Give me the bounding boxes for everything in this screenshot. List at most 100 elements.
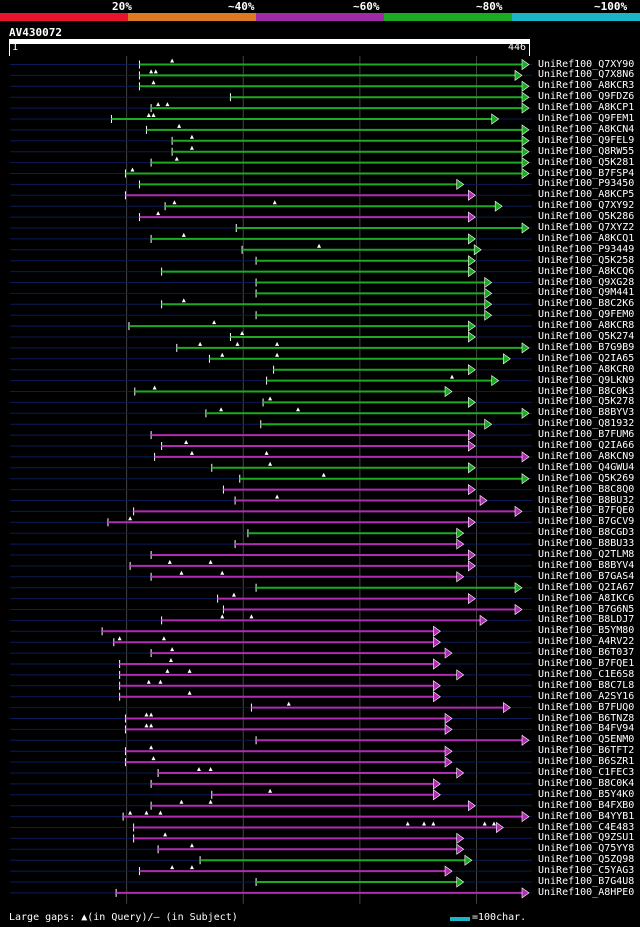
- hit-label[interactable]: UniRef100_B7G9B9: [538, 341, 635, 353]
- hit-label[interactable]: UniRef100_Q8RW55: [538, 145, 635, 157]
- hit-label[interactable]: UniRef100_B7FUM6: [538, 429, 635, 441]
- hit-label[interactable]: UniRef100_A8KCN9: [538, 450, 635, 462]
- query-gap-marker: [170, 58, 175, 63]
- hit-label[interactable]: UniRef100_Q9LKN9: [538, 374, 635, 386]
- hit-arrow: [484, 276, 493, 289]
- hit-row: [10, 843, 532, 855]
- hit-row: [10, 200, 532, 212]
- hit-arrow: [468, 462, 476, 474]
- hit-label[interactable]: UniRef100_B7GAS4: [538, 570, 635, 582]
- hit-label[interactable]: UniRef100_B6TNZ8: [538, 712, 635, 724]
- hit-label[interactable]: UniRef100_B8C8Q0: [538, 483, 635, 495]
- hit-label[interactable]: UniRef100_B7G6N5: [538, 603, 635, 615]
- hit-label[interactable]: UniRef100_Q7XYZ2: [538, 222, 635, 233]
- hit-label[interactable]: UniRef100_Q4GWU4: [538, 461, 635, 473]
- hit-label[interactable]: UniRef100_Q5K269: [538, 472, 635, 484]
- hit-label[interactable]: UniRef100_B7FUQ0: [538, 701, 635, 713]
- hit-label[interactable]: UniRef100_A8KCP5: [538, 189, 635, 201]
- hit-label[interactable]: UniRef100_A8IKC6: [538, 592, 635, 604]
- hit-label[interactable]: UniRef100_Q75YY8: [538, 843, 635, 855]
- hit-label[interactable]: UniRef100_Q7X8N6: [538, 69, 635, 81]
- hit-label[interactable]: UniRef100_B8C2K6: [538, 298, 635, 310]
- hit-label[interactable]: UniRef100_Q9FEL9: [538, 134, 635, 146]
- legend-label: ~60%: [353, 0, 380, 13]
- hit-arrow: [514, 603, 523, 616]
- hit-label[interactable]: UniRef100_B7FSP4: [538, 167, 635, 179]
- hit-label[interactable]: UniRef100_B8BU32: [538, 494, 635, 506]
- hit-label[interactable]: UniRef100_B4FXB0: [538, 799, 635, 811]
- hit-label[interactable]: UniRef100_C5YAG3: [538, 865, 635, 877]
- hit-label[interactable]: UniRef100_B5Y4K0: [538, 788, 635, 800]
- hit-label[interactable]: UniRef100_A8KCR8: [538, 320, 635, 332]
- hit-label[interactable]: UniRef100_Q2TLM8: [538, 549, 635, 560]
- hit-label[interactable]: UniRef100_Q7XY90: [538, 58, 635, 70]
- hit-label[interactable]: UniRef100_A8KCQ6: [538, 265, 635, 277]
- hit-label[interactable]: UniRef100_P93449: [538, 243, 635, 255]
- hit-label[interactable]: UniRef100_B8BU33: [538, 538, 635, 550]
- hit-label[interactable]: UniRef100_B8BYV4: [538, 559, 635, 571]
- hit-row: [10, 364, 532, 376]
- hit-label[interactable]: UniRef100_A8HPE0: [538, 886, 635, 898]
- hit-label[interactable]: UniRef100_Q7XY92: [538, 200, 635, 212]
- hit-label[interactable]: UniRef100_B7GCV9: [538, 516, 635, 528]
- hit-row: [10, 69, 532, 81]
- hit-label[interactable]: UniRef100_B4YYB1: [538, 810, 635, 822]
- hit-label[interactable]: UniRef100_Q5K286: [538, 211, 635, 223]
- hit-row: [10, 614, 532, 626]
- hit-label[interactable]: UniRef100_A8KCP1: [538, 102, 635, 114]
- hit-arrow: [468, 211, 476, 223]
- hit-label[interactable]: UniRef100_A8KCR3: [538, 80, 635, 92]
- hit-label[interactable]: UniRef100_P93450: [538, 178, 635, 190]
- hit-label[interactable]: UniRef100_Q5ZQ98: [538, 854, 635, 866]
- hit-label[interactable]: UniRef100_Q5ENM0: [538, 734, 635, 746]
- hit-label[interactable]: UniRef100_Q5K258: [538, 254, 635, 266]
- hit-label[interactable]: UniRef100_B7FQE0: [538, 505, 635, 517]
- hit-label[interactable]: UniRef100_C1E6S8: [538, 668, 635, 680]
- hit-label[interactable]: UniRef100_B6SZR1: [538, 756, 635, 768]
- hit-label[interactable]: UniRef100_Q5K278: [538, 396, 635, 408]
- query-gap-marker: [184, 440, 189, 444]
- hit-row: [10, 756, 532, 768]
- hit-label[interactable]: UniRef100_B7FQE1: [538, 658, 635, 669]
- hit-label[interactable]: UniRef100_Q9FDZ6: [538, 91, 635, 103]
- hit-label[interactable]: UniRef100_Q9ZSU1: [538, 832, 635, 844]
- query-gap-marker: [208, 799, 213, 804]
- hit-label[interactable]: UniRef100_B8C0K3: [538, 385, 635, 397]
- query-gap-marker: [268, 788, 273, 793]
- hit-label[interactable]: UniRef100_Q5K274: [538, 331, 635, 342]
- hit-label[interactable]: UniRef100_B6TFT2: [538, 745, 635, 757]
- hit-label[interactable]: UniRef100_Q9FEM1: [538, 113, 635, 124]
- hit-label[interactable]: UniRef100_A2SY16: [538, 690, 635, 702]
- hit-arrow: [433, 789, 441, 801]
- hit-row: [10, 276, 532, 289]
- hit-label[interactable]: UniRef100_C1FEC3: [538, 767, 635, 778]
- hit-label[interactable]: UniRef100_Q9M441: [538, 287, 635, 299]
- hit-row: [10, 407, 532, 419]
- hit-label[interactable]: UniRef100_Q9FEM0: [538, 309, 635, 321]
- hit-label[interactable]: UniRef100_B4FV94: [538, 723, 635, 735]
- hit-arrow: [514, 582, 523, 594]
- hit-label[interactable]: UniRef100_B6T037: [538, 647, 635, 659]
- hit-label[interactable]: UniRef100_Q81932: [538, 418, 635, 430]
- hit-label[interactable]: UniRef100_A8KCQ1: [538, 232, 635, 244]
- hit-label[interactable]: UniRef100_Q2IA65: [538, 352, 635, 364]
- query-gap-marker: [151, 113, 156, 117]
- hit-label[interactable]: UniRef100_B8CGD3: [538, 527, 635, 539]
- hit-label[interactable]: UniRef100_Q9XG28: [538, 276, 635, 288]
- hit-label[interactable]: UniRef100_A8KCR0: [538, 363, 635, 375]
- hit-arrow: [468, 396, 476, 408]
- hit-row: [10, 570, 532, 583]
- hit-label[interactable]: UniRef100_B8C0K4: [538, 777, 635, 789]
- hit-label[interactable]: UniRef100_B8BYV3: [538, 407, 635, 419]
- hit-label[interactable]: UniRef100_Q2IA67: [538, 581, 635, 593]
- hit-label[interactable]: UniRef100_B7G4U8: [538, 876, 635, 887]
- hit-label[interactable]: UniRef100_C4E483: [538, 821, 635, 833]
- hit-label[interactable]: UniRef100_Q5K281: [538, 156, 635, 168]
- hit-label[interactable]: UniRef100_Q2IA66: [538, 440, 635, 451]
- hit-label[interactable]: UniRef100_A8KCN4: [538, 123, 635, 135]
- hit-label[interactable]: UniRef100_B5YM80: [538, 625, 635, 637]
- hit-label[interactable]: UniRef100_B8LDJ7: [538, 614, 635, 626]
- hit-label[interactable]: UniRef100_B8C7L8: [538, 679, 635, 691]
- hit-arrow: [456, 178, 465, 190]
- hit-label[interactable]: UniRef100_A4RV22: [538, 636, 635, 648]
